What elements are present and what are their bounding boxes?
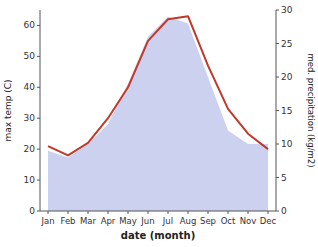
y2-tick [276, 144, 279, 145]
y2-tick [276, 110, 279, 111]
y-tick [37, 211, 40, 212]
x-tick-label: Aug [180, 216, 197, 226]
x-tick [68, 211, 69, 214]
y-tick-label: 20 [24, 144, 36, 154]
x-tick-label: Dec [260, 216, 277, 226]
y-axis-label: max temp (C) [3, 79, 13, 141]
x-tick-label: Apr [101, 216, 116, 226]
x-tick [108, 211, 109, 214]
y-tick [37, 180, 40, 181]
chart: Jan Feb Mar AprMayJun Jul AugSep Oct NovDec 0 10 2… [0, 0, 318, 247]
y2-tick-label: 25 [281, 39, 292, 49]
x-tick [128, 211, 129, 214]
x-axis-line [40, 211, 276, 212]
x-tick-label: Mar [80, 216, 97, 226]
y-tick [37, 118, 40, 119]
y2-tick-label: 20 [281, 72, 293, 82]
y2-axis-label: med. precipitation (kg/m2) [306, 53, 316, 167]
y-axis-line [40, 10, 41, 211]
y2-tick [276, 177, 279, 178]
x-tick-label: Oct [221, 216, 236, 226]
x-tick [248, 211, 249, 214]
x-tick [88, 211, 89, 214]
y-tick-label: 60 [24, 20, 36, 30]
x-tick [48, 211, 49, 214]
y-tick-label: 0 [29, 206, 35, 216]
x-axis-label: date (month) [121, 230, 195, 241]
y-tick [37, 25, 40, 26]
y2-tick-label: 30 [281, 5, 293, 15]
y-tick-label: 10 [24, 175, 36, 185]
area [48, 17, 268, 211]
x-tick-label: Nov [240, 216, 257, 226]
x-tick-label: Sep [200, 216, 216, 226]
y-tick [37, 87, 40, 88]
y2-tick [276, 211, 279, 212]
y-tick [37, 149, 40, 150]
y2-tick [276, 77, 279, 78]
y-tick-label: 50 [24, 51, 36, 61]
x-tick [148, 211, 149, 214]
x-tick [268, 211, 269, 214]
y2-tick-label: 15 [281, 106, 292, 116]
x-tick [228, 211, 229, 214]
y-tick-label: 30 [24, 113, 36, 123]
chart-container: Jan Feb Mar AprMayJun Jul AugSep Oct NovDec 0 10 2… [0, 0, 318, 247]
x-tick-label: Jul [162, 216, 173, 226]
x-tick [168, 211, 169, 214]
x-tick [188, 211, 189, 214]
x-tick-label: May [119, 216, 137, 226]
x-tick [208, 211, 209, 214]
y2-tick-label: 5 [281, 173, 287, 183]
x-tick-label: Jun [140, 216, 154, 226]
y2-tick [276, 43, 279, 44]
x-tick-label: Jan [40, 216, 54, 226]
y2-tick-label: 0 [281, 206, 287, 216]
y-tick-label: 40 [24, 82, 36, 92]
y-tick [37, 56, 40, 57]
axes: Jan Feb Mar AprMayJun Jul AugSep Oct NovDec 0 10 2… [24, 5, 293, 226]
y2-tick [276, 10, 279, 11]
plot-area [48, 16, 268, 211]
y2-tick-label: 10 [281, 139, 293, 149]
x-tick-label: Feb [60, 216, 75, 226]
line [48, 16, 268, 155]
